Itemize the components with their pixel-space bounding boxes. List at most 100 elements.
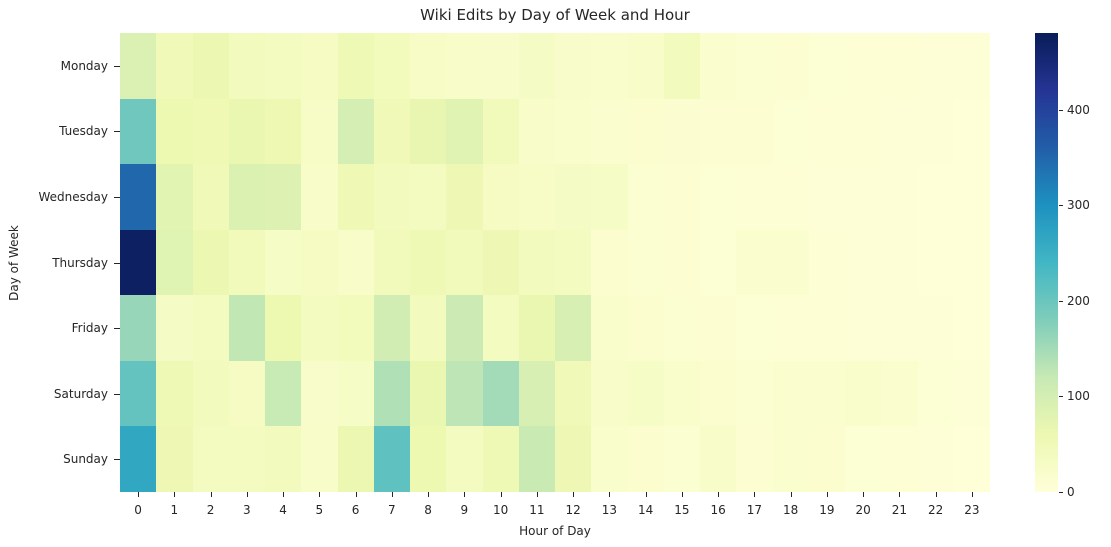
heatmap-cell — [700, 98, 737, 165]
heatmap-cell — [301, 164, 338, 230]
x-tick-mark — [573, 492, 575, 497]
heatmap-cell — [663, 164, 700, 230]
x-tick-label: 8 — [424, 503, 432, 517]
heatmap-cell — [192, 98, 229, 165]
heatmap-cell — [192, 295, 229, 361]
heatmap-cell — [373, 360, 410, 427]
colorbar-tick-label: 100 — [1067, 389, 1090, 404]
heatmap-cell — [700, 295, 737, 361]
x-tick-label: 14 — [637, 503, 654, 517]
heatmap-cell — [446, 360, 483, 427]
heatmap-cell — [663, 229, 700, 296]
heatmap-cell — [772, 33, 809, 99]
colorbar-tick-mark — [1059, 205, 1063, 207]
heatmap-cell — [881, 98, 918, 165]
x-tick-mark — [899, 492, 901, 497]
heatmap-cell — [591, 426, 628, 492]
heatmap-cell — [337, 229, 374, 296]
heatmap-cell — [192, 33, 229, 99]
heatmap-cell — [881, 426, 918, 492]
heatmap-cell — [192, 229, 229, 296]
heatmap-cell — [555, 426, 592, 492]
heatmap-cell — [265, 229, 302, 296]
heatmap-cell — [446, 98, 483, 165]
x-tick-label: 9 — [460, 503, 469, 517]
heatmap-cell — [663, 33, 700, 99]
colorbar-tick-mark — [1059, 109, 1063, 111]
x-tick-mark — [826, 492, 828, 497]
heatmap-cell — [772, 426, 809, 492]
heatmap-cell — [156, 33, 193, 99]
heatmap-cell — [700, 164, 737, 230]
x-tick-mark — [935, 492, 937, 497]
y-tick-mark — [114, 65, 120, 67]
heatmap-cell — [120, 98, 157, 165]
x-tick-mark — [174, 492, 176, 497]
heatmap-cell — [518, 229, 555, 296]
x-tick-mark — [464, 492, 466, 497]
x-tick-mark — [246, 492, 248, 497]
heatmap-cell — [845, 229, 882, 296]
heatmap-cell — [482, 360, 519, 427]
colorbar-tick-mark — [1059, 492, 1063, 493]
heatmap-cell — [228, 229, 265, 296]
x-tick-label: 11 — [529, 503, 545, 517]
x-tick-label: 5 — [315, 503, 324, 517]
colorbar-tick-label: 400 — [1067, 102, 1090, 117]
x-tick-label: 13 — [601, 503, 618, 517]
heatmap-cell — [265, 164, 302, 230]
x-tick-mark — [645, 492, 647, 497]
y-tick-mark — [114, 262, 120, 264]
heatmap-cell — [446, 33, 483, 99]
heatmap-cell — [192, 164, 229, 230]
heatmap-cell — [700, 426, 737, 492]
heatmap-cell — [808, 426, 845, 492]
heatmap-cell — [917, 360, 954, 427]
heatmap-cell — [953, 360, 990, 427]
heatmap-cell — [192, 360, 229, 427]
heatmap-cell — [410, 98, 447, 165]
heatmap-cell — [337, 33, 374, 99]
x-tick-mark — [718, 492, 720, 497]
heatmap-cell — [446, 426, 483, 492]
heatmap-cell — [845, 426, 882, 492]
heatmap-cell — [482, 295, 519, 361]
heatmap-cell — [736, 426, 773, 492]
heatmap-cell — [627, 295, 664, 361]
heatmap-cell — [156, 360, 193, 427]
heatmap-cell — [228, 164, 265, 230]
y-tick-mark — [114, 196, 120, 198]
heatmap-cell — [555, 229, 592, 296]
heatmap-cell — [192, 426, 229, 492]
heatmap-cell — [736, 360, 773, 427]
heatmap-cell — [301, 360, 338, 427]
x-tick-label: 4 — [279, 503, 287, 517]
heatmap-cell — [663, 98, 700, 165]
heatmap-cell — [301, 295, 338, 361]
heatmap-cell — [845, 33, 882, 99]
heatmap-cell — [555, 295, 592, 361]
heatmap-cell — [446, 164, 483, 230]
heatmap-cell — [772, 229, 809, 296]
heatmap-cell — [265, 33, 302, 99]
heatmap-cell — [301, 33, 338, 99]
x-tick-mark — [681, 492, 683, 497]
x-tick-label: 0 — [134, 503, 142, 517]
x-tick-mark — [609, 492, 611, 497]
heatmap-cell — [301, 229, 338, 296]
heatmap-cell — [881, 229, 918, 296]
x-tick-mark — [283, 492, 285, 497]
heatmap-cell — [700, 33, 737, 99]
heatmap-plot-area — [120, 33, 990, 492]
x-tick-mark — [536, 492, 538, 497]
heatmap-cell — [555, 360, 592, 427]
heatmap-cell — [482, 164, 519, 230]
heatmap-cell — [373, 98, 410, 165]
x-tick-mark — [428, 492, 430, 497]
y-tick-label: Monday — [60, 58, 108, 73]
heatmap-cell — [845, 98, 882, 165]
heatmap-cell — [627, 33, 664, 99]
heatmap-cell — [156, 229, 193, 296]
colorbar-tick-mark — [1059, 300, 1063, 302]
